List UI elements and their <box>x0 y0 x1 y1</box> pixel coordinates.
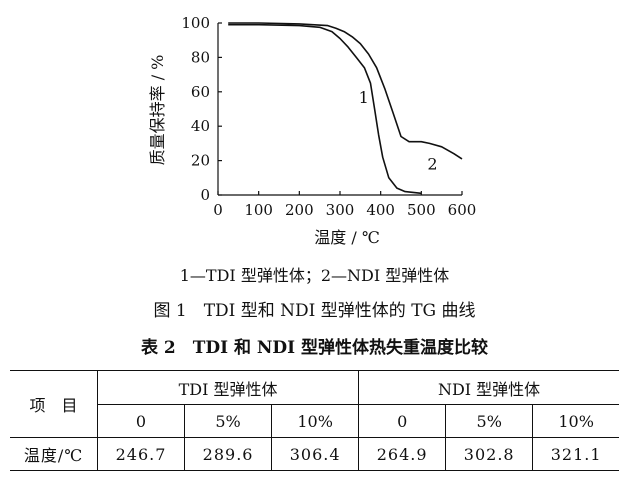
col-header-ndi-0: 0 <box>358 404 446 438</box>
series-label-1: 1 <box>359 88 369 107</box>
row-label: 温度/℃ <box>10 437 98 471</box>
x-tick-label: 0 <box>213 201 223 219</box>
x-tick-label: 400 <box>366 201 395 219</box>
col-header-ndi-10: 10% <box>532 404 619 438</box>
col-header-ndi-5: 5% <box>445 404 533 438</box>
col-header-tdi-10: 10% <box>271 404 359 438</box>
x-tick-label: 300 <box>326 201 355 219</box>
series-label-2: 2 <box>427 155 437 174</box>
series-group: 12 <box>228 22 463 195</box>
cell-ndi-10: 321.1 <box>532 437 619 471</box>
cell-tdi-5: 289.6 <box>184 437 272 471</box>
cell-tdi-0: 246.7 <box>96 437 185 471</box>
cell-tdi-10: 306.4 <box>271 437 359 471</box>
group-header-tdi: TDI 型弹性体 <box>96 370 359 405</box>
cell-ndi-0: 264.9 <box>358 437 446 471</box>
y-tick-label: 80 <box>191 48 210 66</box>
y-tick-label: 0 <box>200 186 210 204</box>
series-line-2 <box>228 22 463 160</box>
chart-axes <box>217 23 462 196</box>
table-caption: 表 2 TDI 和 NDI 型弹性体热失重温度比较 <box>140 338 489 358</box>
y-tick-label: 100 <box>181 14 210 32</box>
x-axis-label: 温度 / ℃ <box>314 228 379 247</box>
table-header-row: 项 目 TDI 型弹性体 NDI 型弹性体 <box>10 370 619 438</box>
x-ticks: 0 100 200 300 400 500 600 <box>213 191 476 219</box>
table-subheader-row: 0 5% 10% 0 5% 10% <box>10 404 619 438</box>
x-tick-label: 200 <box>285 201 314 219</box>
x-tick-label: 100 <box>244 201 273 219</box>
series-line-1 <box>228 23 422 195</box>
x-tick-label: 500 <box>407 201 436 219</box>
y-tick-label: 40 <box>191 117 210 135</box>
col-header-tdi-0: 0 <box>96 404 185 438</box>
legend: 1—TDI 型弹性体；2—NDI 型弹性体 <box>179 266 450 285</box>
y-tick-label: 60 <box>191 83 210 101</box>
y-ticks: 0 20 40 60 80 100 <box>181 14 222 204</box>
figure-caption: 图 1 TDI 型和 NDI 型弹性体的 TG 曲线 <box>153 301 476 321</box>
y-axis-label: 质量保持率 / % <box>148 55 167 166</box>
x-tick-label: 600 <box>448 201 477 219</box>
table-row: 温度/℃ 246.7 289.6 306.4 264.9 302.8 321.1 <box>10 437 619 471</box>
tg-comparison-table: 项 目 TDI 型弹性体 NDI 型弹性体 0 5% 10% 0 5% 10% … <box>10 370 619 471</box>
group-header-ndi: NDI 型弹性体 <box>358 370 619 405</box>
table-stub-header: 项 目 <box>10 370 98 438</box>
col-header-tdi-5: 5% <box>184 404 272 438</box>
y-tick-label: 20 <box>191 152 210 170</box>
cell-ndi-5: 302.8 <box>445 437 533 471</box>
